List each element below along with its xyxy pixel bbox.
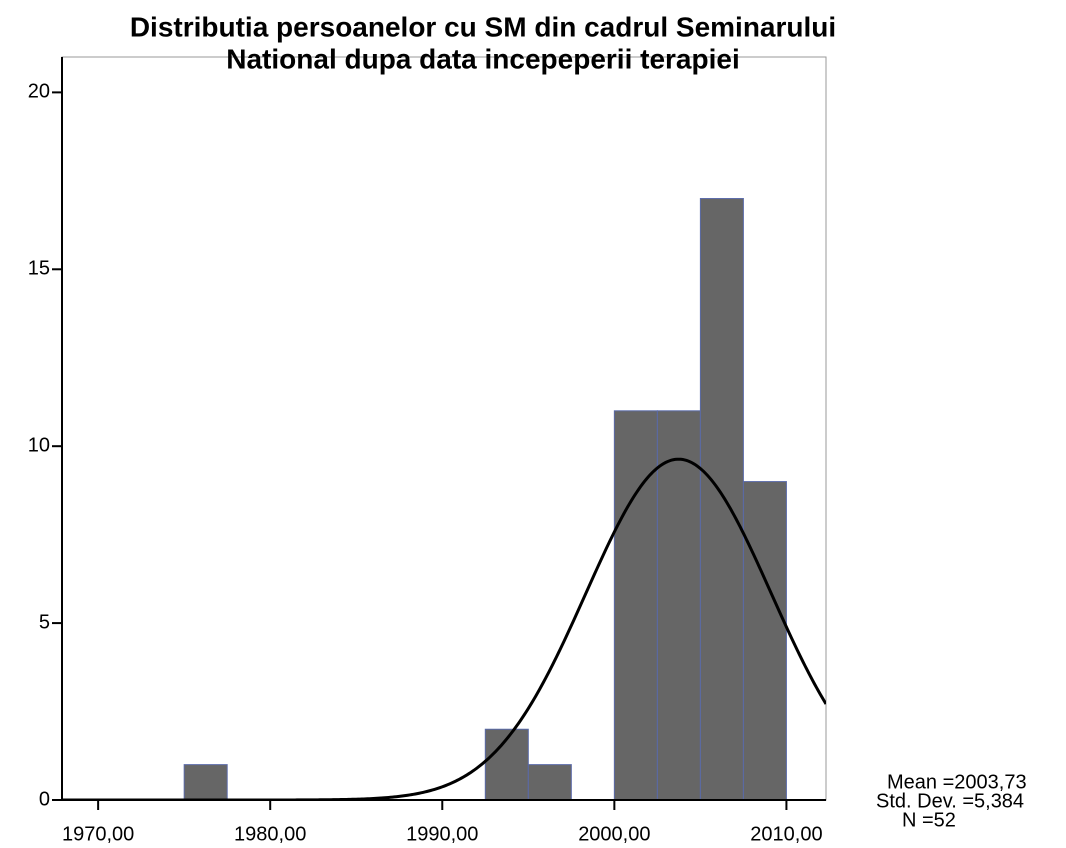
chart-title: Distributia persoanelor cu SM din cadrul…: [130, 11, 836, 42]
stats-label: N =52: [902, 809, 956, 831]
normal-curve: [62, 457, 826, 800]
bar: [699, 198, 744, 801]
y-tick-label: 20: [28, 81, 50, 103]
stats-label: Std. Dev. =5,384: [876, 790, 1024, 812]
bar: [527, 764, 572, 801]
x-tick-label: 1980,00: [234, 823, 306, 845]
x-tick-label: 1970,00: [62, 823, 134, 845]
bar: [613, 410, 658, 801]
bar: [742, 481, 787, 801]
x-tick-label: 2010,00: [750, 823, 822, 845]
bar: [656, 410, 701, 801]
stats-label: Mean =2003,73: [887, 771, 1027, 793]
y-tick-label: 5: [39, 611, 50, 633]
y-tick-label: 0: [39, 788, 50, 810]
x-tick-label: 2000,00: [578, 823, 650, 845]
y-tick-label: 15: [28, 258, 50, 280]
y-tick-label: 10: [28, 434, 50, 456]
chart-title: National dupa data incepeperii terapiei: [226, 43, 739, 74]
bar: [183, 764, 228, 801]
x-tick-label: 1990,00: [406, 823, 478, 845]
